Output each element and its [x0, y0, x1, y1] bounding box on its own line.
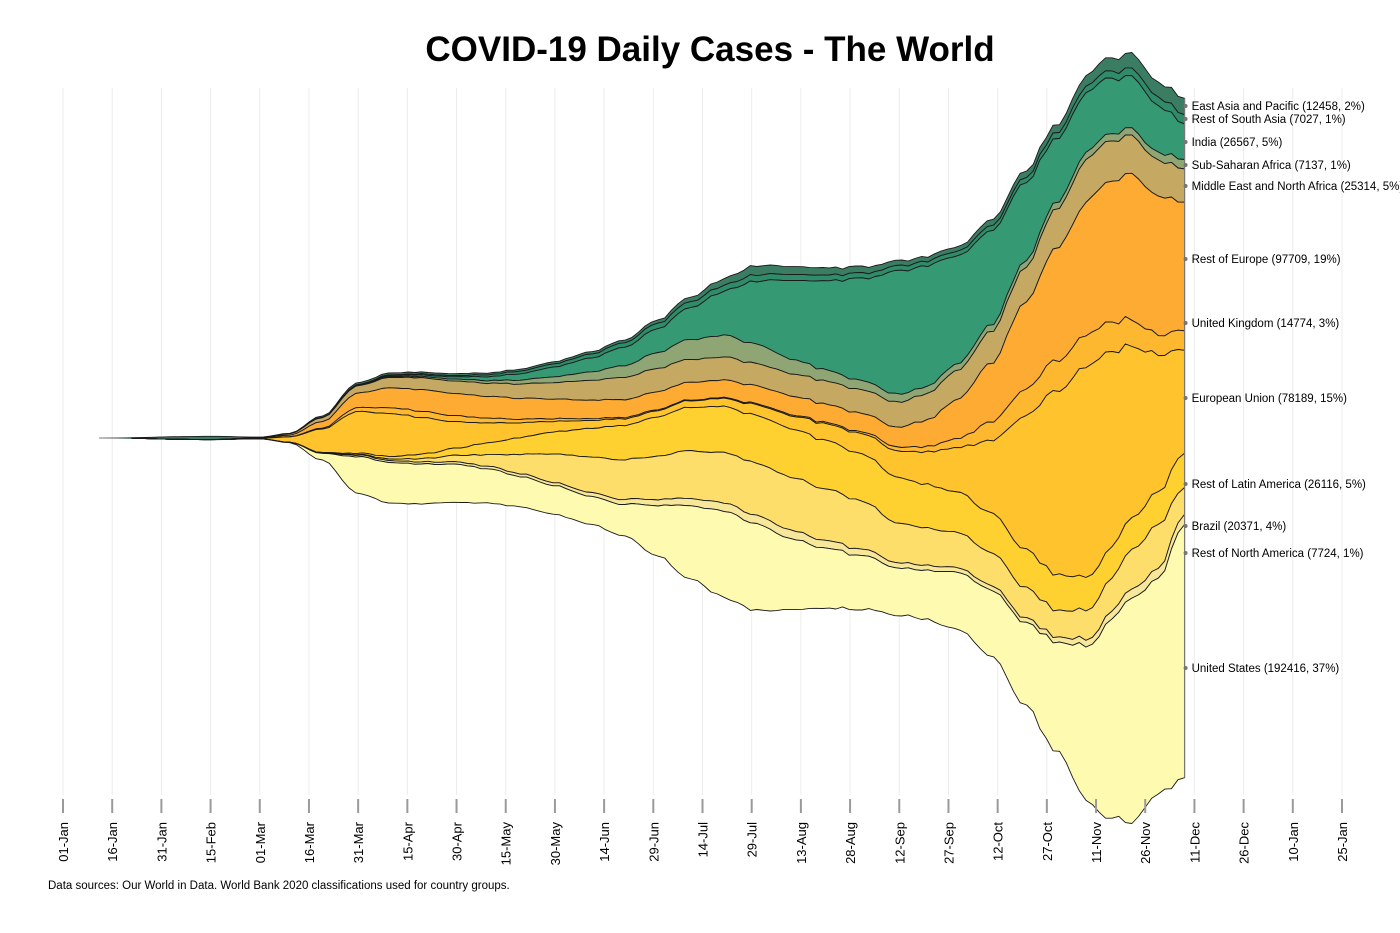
- end-label: United Kingdom (14774, 3%): [1192, 318, 1340, 330]
- x-tick-label: 01-Mar: [253, 821, 268, 863]
- x-tick-label: 28-Aug: [843, 822, 858, 864]
- x-tick-label: 14-Jun: [597, 822, 612, 862]
- end-label-marker: [1183, 117, 1188, 121]
- x-tick-label: 27-Sep: [941, 822, 956, 864]
- x-tick-label: 15-Apr: [400, 821, 415, 861]
- x-tick-label: 30-Apr: [450, 821, 465, 861]
- x-tick-label: 30-May: [548, 822, 563, 866]
- end-label: Rest of Latin America (26116, 5%): [1192, 479, 1366, 491]
- x-tick-label: 12-Oct: [991, 822, 1006, 861]
- x-tick-label: 16-Jan: [105, 822, 120, 862]
- end-label-marker: [1183, 482, 1188, 486]
- end-label: East Asia and Pacific (12458, 2%): [1192, 101, 1365, 113]
- end-label: Middle East and North Africa (25314, 5%): [1192, 181, 1400, 193]
- x-tick-label: 29-Jul: [745, 822, 760, 858]
- end-label-marker: [1183, 524, 1188, 528]
- x-tick-label: 11-Dec: [1187, 822, 1202, 863]
- x-tick-label: 13-Aug: [794, 822, 809, 864]
- x-tick-label: 12-Sep: [892, 822, 907, 864]
- end-label-marker: [1183, 666, 1188, 670]
- end-label-marker: [1183, 551, 1188, 555]
- stream-areas: [99, 52, 1186, 824]
- end-label-marker: [1183, 104, 1188, 108]
- x-tick-label: 31-Jan: [154, 822, 169, 862]
- end-labels: East Asia and Pacific (12458, 2%)Rest of…: [1183, 101, 1400, 675]
- x-tick-label: 26-Nov: [1138, 822, 1153, 864]
- end-label-marker: [1183, 184, 1188, 188]
- x-axis: 01-Jan 16-Jan 31-Jan 15-Feb 01-Mar 16-Mar 31-M…: [56, 799, 1350, 865]
- end-label: Rest of Europe (97709, 19%): [1192, 254, 1341, 266]
- chart-title: COVID-19 Daily Cases - The World: [425, 30, 995, 69]
- x-tick-label: 01-Jan: [56, 822, 71, 862]
- end-label-marker: [1183, 321, 1188, 325]
- end-label-marker: [1183, 396, 1188, 400]
- end-label: Rest of North America (7724, 1%): [1192, 548, 1364, 560]
- end-label: Rest of South Asia (7027, 1%): [1192, 114, 1346, 126]
- end-label: Brazil (20371, 4%): [1192, 521, 1287, 533]
- end-label-marker: [1183, 163, 1188, 167]
- end-label-marker: [1183, 257, 1188, 261]
- end-label-marker: [1183, 140, 1188, 144]
- stream-lead-in: [99, 437, 133, 439]
- x-tick-label: 11-Nov: [1089, 822, 1104, 863]
- x-tick-label: 16-Mar: [302, 821, 317, 863]
- x-tick-label: 14-Jul: [696, 822, 711, 858]
- x-tick-label: 25-Jan: [1335, 822, 1350, 862]
- end-label: India (26567, 5%): [1192, 137, 1283, 149]
- end-label: United States (192416, 37%): [1192, 663, 1340, 675]
- x-tick-label: 15-Feb: [204, 822, 219, 863]
- source-note: Data sources: Our World in Data. World B…: [48, 880, 510, 892]
- x-tick-label: 15-May: [499, 822, 514, 866]
- x-tick-label: 26-Dec: [1237, 822, 1252, 864]
- end-label: Sub-Saharan Africa (7137, 1%): [1192, 160, 1351, 172]
- x-tick-label: 29-Jun: [646, 822, 661, 862]
- x-tick-label: 10-Jan: [1286, 822, 1301, 862]
- x-tick-label: 27-Oct: [1040, 822, 1055, 861]
- x-tick-label: 31-Mar: [351, 821, 366, 863]
- end-label: European Union (78189, 15%): [1192, 393, 1348, 405]
